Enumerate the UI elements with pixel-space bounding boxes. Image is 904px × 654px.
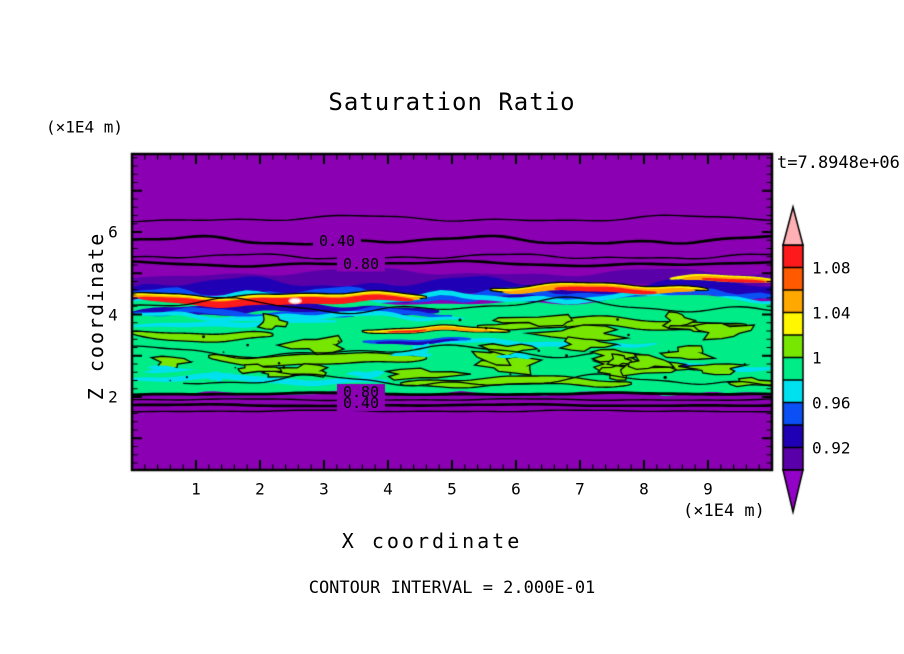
x-tick-label: 8 xyxy=(639,479,649,499)
plot-title: Saturation Ratio xyxy=(328,88,576,116)
contour-line-label: 0.40 xyxy=(342,394,380,412)
colorbar-tick-label: 1.08 xyxy=(812,258,851,277)
x-tick-label: 4 xyxy=(383,479,393,499)
x-tick-label: 3 xyxy=(319,479,329,499)
y-tick-label: 6 xyxy=(108,222,118,242)
x-tick-label: 1 xyxy=(191,479,201,499)
contour-interval-note: CONTOUR INTERVAL = 2.000E-01 xyxy=(308,578,596,598)
contour-line-label: 0.40 xyxy=(318,232,356,250)
y-tick-label: 4 xyxy=(108,305,118,324)
x-tick-label: 6 xyxy=(511,479,521,499)
y-axis-unit: (×1E4 m) xyxy=(46,117,124,137)
x-tick-label: 5 xyxy=(447,479,457,499)
colorbar-tick-label: 0.96 xyxy=(812,393,851,412)
x-tick-label: 2 xyxy=(255,479,265,499)
x-axis-unit: (×1E4 m) xyxy=(683,501,765,521)
colorbar-tick-label: 1.04 xyxy=(812,303,851,322)
x-tick-label: 7 xyxy=(575,479,585,499)
contour-line-label: 0.80 xyxy=(342,383,380,401)
contour-line-label: 0.80 xyxy=(342,255,380,273)
colorbar-tick-label: 1 xyxy=(812,348,822,367)
y-tick-label: 2 xyxy=(108,387,118,407)
y-axis-label: Z coordinate xyxy=(84,231,108,401)
colorbar-tick-label: 0.92 xyxy=(812,438,851,457)
x-axis-label: X coordinate xyxy=(341,529,523,553)
x-tick-label: 9 xyxy=(703,479,713,499)
timestamp: t=7.8948e+06 xyxy=(777,153,900,173)
